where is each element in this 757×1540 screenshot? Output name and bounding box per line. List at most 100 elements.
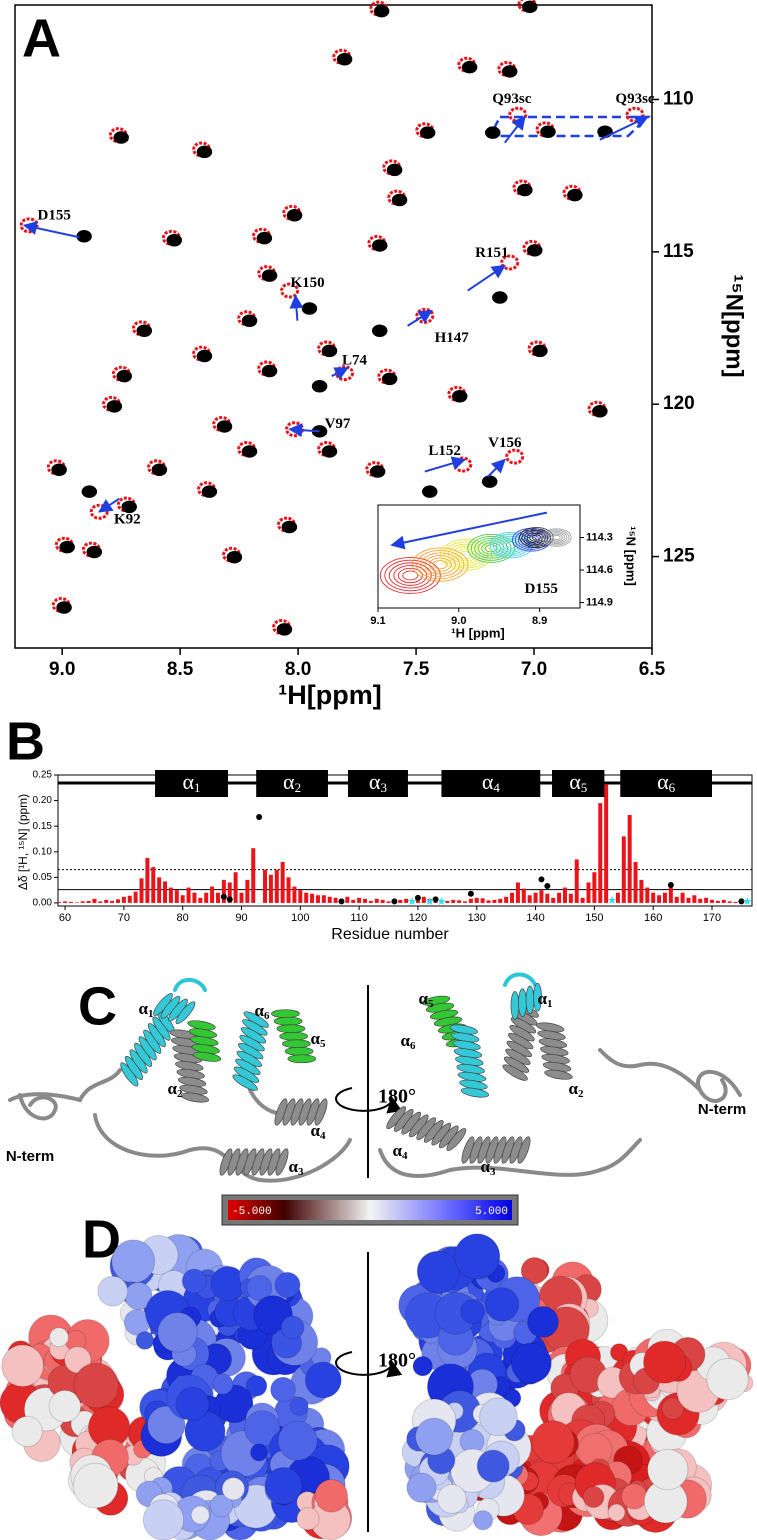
peak <box>532 344 548 358</box>
contour-ring <box>443 541 489 569</box>
bar <box>692 895 697 903</box>
y-tick-label: 0.20 <box>33 795 53 806</box>
point <box>414 894 421 901</box>
helix-turn <box>517 1136 531 1164</box>
annotation-label: R151 <box>475 245 508 261</box>
helix-index: 1 <box>194 780 201 795</box>
peak <box>261 269 278 282</box>
helix-index: 5 <box>320 1038 326 1050</box>
helix-symbol: α <box>168 1079 178 1098</box>
bar <box>515 882 520 903</box>
annotation-label: H147 <box>435 330 470 346</box>
surface-patch <box>157 1312 198 1353</box>
bar <box>686 897 691 903</box>
annotation-arrow <box>22 221 80 239</box>
bar <box>221 879 226 903</box>
surface-patch <box>212 1373 234 1395</box>
bar <box>274 869 279 903</box>
peak <box>485 126 501 139</box>
x-tick-label: 80 <box>177 912 189 924</box>
helix-symbol: α <box>569 1079 579 1098</box>
x-tick-label: 6.5 <box>639 659 666 680</box>
contour-ring <box>432 560 448 570</box>
point <box>544 883 551 890</box>
bar <box>639 879 644 903</box>
star <box>425 896 434 906</box>
point <box>391 898 398 905</box>
helix-label: α4 <box>311 1121 327 1142</box>
helix-label: α6 <box>255 1001 271 1022</box>
surface-patch <box>280 1315 305 1340</box>
annotation-arrow <box>599 115 650 141</box>
bar <box>651 892 656 903</box>
surface-patch <box>289 1396 309 1416</box>
annotation-label: D155 <box>525 581 558 597</box>
point <box>538 876 545 883</box>
bar <box>98 901 103 903</box>
bar <box>615 892 620 903</box>
contour-ring <box>440 539 493 571</box>
x-axis-label: Residue number <box>331 926 449 943</box>
surface-patch <box>647 1448 689 1491</box>
colorbar-min: -5.000 <box>232 1206 272 1218</box>
peak <box>461 60 478 74</box>
surface-patch <box>111 1239 156 1284</box>
surface-patch <box>479 1397 518 1437</box>
peak <box>369 465 386 478</box>
terminus-label: N-term <box>6 1148 54 1165</box>
bar <box>180 895 185 903</box>
helix-symbol: α <box>283 769 295 794</box>
helix-turn <box>192 1051 222 1062</box>
helix-box <box>256 770 328 797</box>
peak <box>106 400 123 413</box>
bar <box>380 899 385 903</box>
contour-ring <box>402 570 419 581</box>
peak <box>505 448 525 465</box>
helix-turn <box>544 1069 573 1080</box>
peak <box>567 188 583 202</box>
bar <box>604 784 609 903</box>
contour-ring <box>397 567 423 584</box>
contour-ring <box>411 547 469 582</box>
peak <box>256 231 273 245</box>
bar <box>492 899 497 903</box>
surface-patch <box>706 1357 749 1401</box>
bar <box>557 892 562 903</box>
annotation-arrow <box>467 264 506 292</box>
peak <box>276 623 293 636</box>
y-axis-label: ¹⁵N [ppm] <box>624 526 639 586</box>
bar <box>192 892 197 903</box>
point <box>338 898 345 905</box>
bar <box>245 879 250 903</box>
bar <box>110 900 115 903</box>
helix-index: 6 <box>264 1010 270 1022</box>
point <box>667 882 674 889</box>
bar <box>445 900 450 903</box>
coil <box>173 977 207 992</box>
peak <box>116 369 132 383</box>
bar <box>521 888 526 903</box>
bar <box>598 803 603 903</box>
peak <box>501 65 518 78</box>
bar <box>286 877 291 903</box>
surface-patch <box>97 1275 129 1307</box>
bar <box>462 901 467 903</box>
surface-patch <box>607 1503 626 1522</box>
bar <box>333 897 338 903</box>
bar <box>545 893 550 903</box>
bar <box>551 897 556 903</box>
helix-label: α6 <box>657 769 676 795</box>
bar <box>504 896 509 903</box>
peak <box>526 244 543 257</box>
surface-patch <box>142 1499 185 1540</box>
helix-label: α3 <box>369 769 387 795</box>
peak <box>151 463 168 476</box>
bar <box>174 890 179 903</box>
bar <box>586 882 591 903</box>
contour-ring <box>474 538 508 559</box>
bar <box>139 878 144 903</box>
y-tick-label: 114.3 <box>586 531 613 543</box>
point <box>432 896 439 903</box>
helix-turn <box>287 1054 317 1064</box>
contour-ring <box>455 548 477 562</box>
